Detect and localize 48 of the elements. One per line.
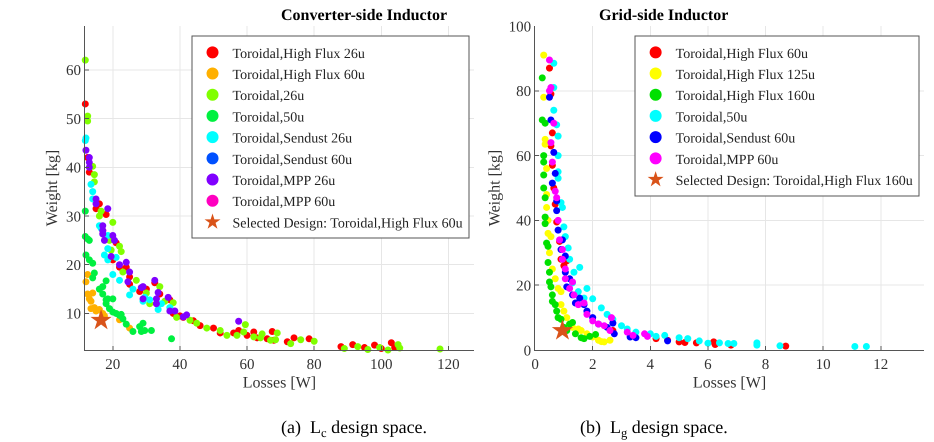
y-tick-label: 20 — [66, 258, 81, 274]
x-tick-label: 80 — [306, 357, 322, 373]
x-tick-label: 8 — [762, 357, 770, 373]
y-axis-title: Weight [kg] — [44, 150, 61, 226]
legend-label: Toroidal,26u — [232, 89, 304, 104]
x-tick-label: 20 — [105, 357, 120, 373]
legend-label: Toroidal,MPP 60u — [232, 195, 336, 210]
y-axis-title: Weight [kg] — [486, 150, 504, 226]
x-tick-label: 2 — [588, 357, 596, 373]
x-tick-label: 100 — [370, 357, 393, 373]
legend-label: Toroidal,High Flux 26u — [232, 46, 365, 62]
x-tick-label: 120 — [437, 357, 460, 373]
y-tick-label: 0 — [524, 343, 532, 360]
legend-label: Selected Design: Toroidal,High Flux 60u — [232, 216, 463, 232]
x-tick-label: 12 — [873, 357, 888, 373]
x-tick-label: 4 — [646, 357, 655, 373]
y-tick-label: 60 — [66, 63, 81, 80]
chart-title: Converter-side Inductor — [281, 7, 448, 24]
text: (a) L$_{c}$ design space. — [281, 417, 428, 440]
legend-label: Toroidal,Sendust 26u — [232, 132, 352, 147]
legend-label: Toroidal,High Flux 160u — [676, 89, 816, 104]
legend-label: Toroidal,MPP 60u — [676, 152, 778, 168]
x-tick-label: 40 — [172, 357, 188, 373]
text: (b) L$_{g}$ design space. — [580, 417, 728, 440]
y-tick-label: 80 — [516, 84, 532, 100]
legend-label: Toroidal,High Flux 60u — [676, 46, 808, 62]
legend-label: Toroidal,High Flux 125u — [676, 68, 816, 83]
y-tick-label: 20 — [516, 278, 532, 294]
legend-label: Toroidal,MPP 26u — [232, 174, 336, 189]
legend-label: Toroidal,50u — [676, 110, 748, 126]
chart-title: Grid-side Inductor — [599, 7, 728, 24]
y-tick-label: 50 — [66, 112, 81, 128]
legend-label: Selected Design: Toroidal,High Flux 160u — [676, 174, 913, 189]
x-axis-title: Losses [W] — [242, 374, 316, 392]
x-tick-label: 60 — [240, 357, 255, 373]
legend-label: Toroidal,Sendust 60u — [676, 132, 796, 147]
y-tick-label: 100 — [508, 19, 532, 36]
legend-label: Toroidal,50u — [232, 110, 304, 126]
legend-label: Toroidal,High Flux 60u — [232, 68, 365, 83]
x-axis-title: Losses [W] — [692, 374, 766, 392]
y-tick-label: 60 — [516, 148, 532, 165]
y-tick-label: 10 — [66, 306, 81, 323]
y-tick-label: 40 — [66, 160, 81, 177]
y-tick-label: 40 — [516, 214, 532, 230]
x-tick-label: 6 — [704, 357, 712, 373]
legend-label: Toroidal,Sendust 60u — [232, 152, 352, 168]
y-tick-label: 30 — [66, 209, 81, 226]
x-tick-label: 10 — [816, 357, 831, 373]
